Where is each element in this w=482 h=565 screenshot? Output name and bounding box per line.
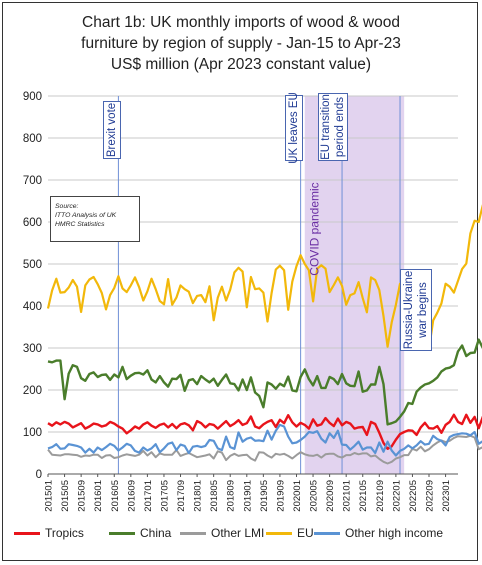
- x-tick-label-202009: 202009: [325, 480, 336, 512]
- legend-label-china: China: [140, 526, 172, 540]
- source-line-2: ITTO Analysis of UK: [55, 212, 117, 219]
- x-tick-label-202109: 202109: [375, 480, 386, 512]
- series-line-other-high-income: [47, 423, 482, 457]
- annotation-eu-transition: EU transition period ends: [318, 93, 348, 161]
- legend-label-other-high-income: Other high income: [345, 526, 444, 540]
- x-tick-label-202105: 202105: [358, 480, 369, 512]
- series-line-eu: [46, 204, 482, 350]
- x-tick-label-202101: 202101: [342, 480, 353, 512]
- source-line-1: Source:: [55, 203, 79, 210]
- legend-item-other-high-income: Other high income: [314, 522, 443, 544]
- y-tick-label-900: 900: [23, 91, 42, 103]
- x-tick-label-201605: 201605: [110, 480, 121, 512]
- y-tick-label-800: 800: [23, 133, 42, 145]
- x-tick-label-201601: 201601: [93, 480, 104, 512]
- x-tick-label-201909: 201909: [275, 480, 286, 512]
- x-tick-label-201701: 201701: [143, 480, 154, 512]
- legend-label-eu: EU: [297, 526, 314, 540]
- legend-item-eu: EU: [266, 522, 314, 544]
- legend-item-other-lmi: Other LMI: [180, 522, 264, 544]
- source-line-3: HMRC Statistics: [55, 221, 105, 228]
- annotation-russia-ukraine: Russia-Ukraine war begins: [400, 269, 432, 351]
- x-tick-label-202205: 202205: [408, 480, 419, 512]
- legend-item-china: China: [109, 522, 171, 544]
- chart-legend: Tropics China Other LMI EU Other high in…: [0, 522, 482, 544]
- y-tick-label-700: 700: [23, 175, 42, 187]
- legend-label-tropics: Tropics: [45, 526, 84, 540]
- chart-title-line-1: Chart 1b: UK monthly imports of wood & w…: [82, 14, 400, 31]
- x-tick-label-201805: 201805: [209, 480, 220, 512]
- x-tick-label-201505: 201505: [60, 480, 71, 512]
- chart-title-line-2: furniture by region of supply - Jan-15 t…: [81, 35, 401, 52]
- legend-item-tropics: Tropics: [14, 522, 84, 544]
- y-tick-label-100: 100: [23, 427, 42, 439]
- y-tick-label-600: 600: [23, 217, 42, 229]
- annotation-russia-ukraine-text: Russia-Ukraine war begins: [402, 271, 430, 350]
- annotation-russia-ukraine-line-2: war begins: [417, 282, 429, 338]
- annotation-eu-transition-line-1: EU transition: [320, 94, 332, 160]
- source-note: Source: ITTO Analysis of UK HMRC Statist…: [50, 196, 140, 242]
- series-line-tropics: [47, 413, 482, 450]
- x-tick-label-202201: 202201: [391, 480, 402, 512]
- annotation-brexit-vote: Brexit vote: [103, 101, 121, 159]
- x-tick-label-202005: 202005: [309, 480, 320, 512]
- x-tick-label-201801: 201801: [193, 480, 204, 512]
- series-line-other-lmi: [47, 434, 482, 465]
- x-tick-label-202301: 202301: [441, 480, 452, 512]
- x-tick-label-202001: 202001: [292, 480, 303, 512]
- x-tick-label-201809: 201809: [226, 480, 237, 512]
- legend-swatch-eu: [266, 531, 292, 535]
- x-tick-label-201705: 201705: [160, 480, 171, 512]
- legend-swatch-other-high-income: [314, 531, 340, 535]
- x-tick-label-201901: 201901: [242, 480, 253, 512]
- y-tick-label-200: 200: [23, 385, 42, 397]
- x-tick-label-201905: 201905: [259, 480, 270, 512]
- annotation-uk-leaves-eu-text: UK leaves EU: [288, 92, 300, 164]
- y-tick-label-300: 300: [23, 343, 42, 355]
- x-tick-label-201501: 201501: [44, 480, 55, 512]
- legend-swatch-china: [109, 531, 135, 535]
- legend-swatch-tropics: [14, 531, 40, 535]
- x-tick-label-201709: 201709: [176, 480, 187, 512]
- annotation-eu-transition-text: EU transition period ends: [319, 94, 347, 160]
- y-tick-label-0: 0: [36, 469, 42, 481]
- annotation-uk-leaves-eu: UK leaves EU: [285, 92, 303, 164]
- chart-title-line-3: US$ million (Apr 2023 constant value): [110, 56, 372, 73]
- legend-swatch-other-lmi: [180, 531, 206, 535]
- y-tick-label-500: 500: [23, 259, 42, 271]
- annotation-brexit-vote-text: Brexit vote: [106, 102, 118, 158]
- y-tick-label-400: 400: [23, 301, 42, 313]
- legend-label-other-lmi: Other LMI: [211, 526, 265, 540]
- series-line-china: [47, 338, 482, 426]
- covid-pandemic-label: COVID pandemic: [307, 182, 322, 276]
- annotation-russia-ukraine-line-1: Russia-Ukraine: [403, 270, 415, 350]
- annotation-eu-transition-line-2: period ends: [334, 96, 346, 158]
- x-tick-label-202209: 202209: [425, 480, 436, 512]
- x-tick-label-201609: 201609: [126, 480, 137, 512]
- x-tick-label-201509: 201509: [77, 480, 88, 512]
